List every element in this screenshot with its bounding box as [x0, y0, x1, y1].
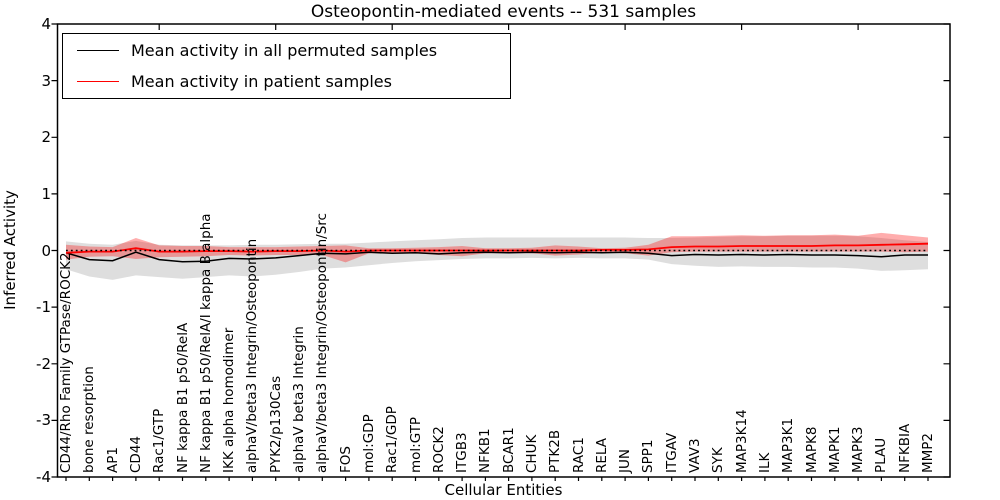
x-category-label: Rac1/GTP	[151, 408, 168, 473]
y-tick-label: -2	[36, 354, 51, 373]
legend-label-permuted: Mean activity in all permuted samples	[131, 40, 438, 60]
x-category-label: alphaV beta3 Integrin	[291, 326, 307, 473]
x-category-label: mol:GTP	[407, 416, 424, 473]
legend-item-patient: Mean activity in patient samples	[63, 66, 510, 97]
x-category-label: NF kappa B1 p50/RelA/I kappa B alpha	[197, 213, 214, 473]
legend-line-patient-icon	[77, 81, 119, 82]
chart-title: Osteopontin-mediated events -- 531 sampl…	[310, 2, 697, 22]
y-tick-label: 3	[41, 71, 51, 90]
x-category-label: IKK alpha homodimer	[221, 327, 238, 473]
x-category-label: MAPK8	[803, 426, 820, 473]
x-category-label: PYK2/p130Cas	[267, 375, 284, 473]
x-category-label: bone resorption	[81, 366, 98, 473]
legend-item-permuted: Mean activity in all permuted samples	[63, 35, 510, 66]
x-category-label: PLAU	[873, 437, 890, 473]
x-category-label: alphaV/beta3 Integrin/Osteopontin	[244, 238, 261, 473]
x-category-label: MAP3K1	[780, 417, 797, 473]
x-category-label: JUN	[617, 449, 634, 473]
x-category-label: CD44/Rho Family GTPase/ROCK2	[58, 252, 74, 473]
x-category-label: SPP1	[640, 439, 657, 473]
x-category-label: AP1	[104, 447, 121, 473]
axis-ticks	[51, 23, 950, 481]
x-category-label: PTK2B	[547, 429, 564, 473]
y-tick-label: 0	[41, 241, 51, 260]
y-axis-label: Inferred Activity	[1, 190, 19, 310]
permuted-mean-line	[65, 251, 928, 263]
x-category-label: alphaV/beta3 Integrin/Osteopontin/Src	[314, 213, 331, 473]
y-tick-label: -1	[36, 298, 51, 317]
y-tick-label: -3	[36, 411, 51, 430]
x-category-label: CHUK	[523, 434, 540, 473]
x-category-label: MMP2	[920, 432, 936, 473]
x-category-label: RAC1	[570, 437, 587, 473]
x-category-label: FOS	[337, 446, 354, 473]
y-tick-label: 4	[41, 15, 51, 33]
x-category-label: MAPK3	[850, 426, 867, 473]
x-category-label: BCAR1	[500, 427, 517, 473]
x-category-label: ROCK2	[430, 426, 447, 473]
legend-line-permuted-icon	[77, 50, 119, 51]
x-category-label: CD44	[127, 436, 144, 473]
x-category-label: SYK	[710, 447, 727, 473]
x-category-label: RELA	[593, 438, 610, 473]
x-category-label: ITGAV	[663, 432, 680, 473]
x-category-label: NFKB1	[477, 428, 494, 473]
y-tick-label: 1	[41, 184, 51, 203]
x-axis-label: Cellular Entities	[444, 481, 563, 499]
y-tick-label: 2	[41, 128, 51, 147]
patient-band	[66, 232, 928, 263]
x-category-label: MAPK1	[826, 426, 843, 473]
x-category-label: Rac1/GDP	[384, 406, 401, 473]
legend-label-patient: Mean activity in patient samples	[131, 71, 392, 91]
plot-frame	[56, 23, 951, 478]
x-category-label: ITGB3	[454, 432, 471, 473]
legend: Mean activity in all permuted samples Me…	[62, 33, 511, 99]
x-category-label: ILK	[756, 452, 773, 473]
x-category-label: mol:GDP	[360, 414, 377, 473]
x-category-label: NF kappa B1 p50/RelA	[174, 322, 191, 473]
y-tick-label: -4	[36, 468, 51, 486]
x-category-label: MAP3K14	[733, 409, 750, 473]
x-category-label: VAV3	[687, 438, 703, 473]
x-category-label: NFKBIA	[896, 423, 913, 473]
